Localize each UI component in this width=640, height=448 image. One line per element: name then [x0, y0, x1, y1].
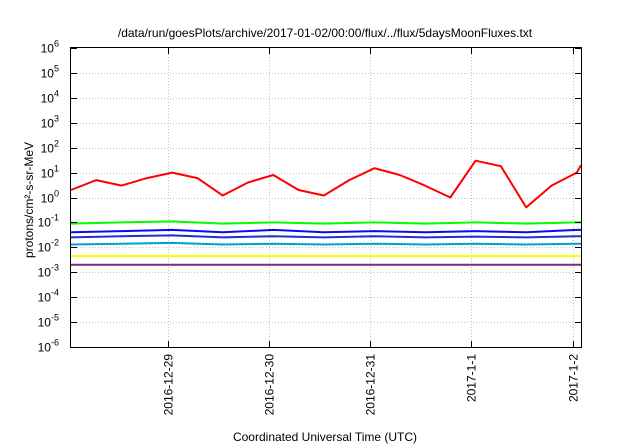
- y-tick-label: 10-5: [38, 313, 59, 330]
- y-axis: 10-6 10-5 10-4 10-3 10-2 10-1 100 101 102 103 104 1…: [38, 39, 581, 355]
- y-tick-label: 105: [41, 64, 59, 81]
- y-axis-label: protons/cm²-s-sr-MeV: [22, 142, 36, 258]
- y-tick-label: 101: [41, 164, 59, 181]
- x-tick-label: 2016-12-30: [263, 354, 277, 416]
- series-line-4: [70, 234, 581, 239]
- x-tick-label: 2016-12-31: [364, 354, 378, 416]
- y-tick-label: 104: [41, 89, 59, 106]
- series-line-3: [70, 228, 581, 234]
- series-line-2: [70, 220, 581, 225]
- x-tick-label: 2017-1-2: [567, 354, 581, 402]
- y-tick-label: 10-2: [38, 238, 59, 255]
- y-tick-label: 100: [41, 189, 59, 206]
- y-tick-label: 103: [41, 114, 59, 131]
- x-tick-label: 2017-1-1: [465, 354, 479, 402]
- y-tick-label: 10-3: [38, 263, 59, 280]
- series-group: [70, 159, 582, 266]
- x-axis: 2016-12-29 2016-12-30 2016-12-31 2017-1-1 20…: [162, 48, 581, 415]
- y-tick-label: 106: [41, 39, 59, 56]
- series-line-1: [70, 159, 582, 209]
- x-axis-label: Coordinated Universal Time (UTC): [233, 430, 417, 444]
- y-tick-label: 10-1: [38, 213, 59, 230]
- x-tick-label: 2016-12-29: [162, 354, 176, 416]
- y-tick-label: 10-6: [38, 338, 59, 355]
- grid: [71, 48, 581, 347]
- chart-title: /data/run/goesPlots/archive/2017-01-02/0…: [118, 26, 533, 40]
- plot-frame: [70, 47, 582, 348]
- y-tick-label: 102: [41, 139, 59, 156]
- y-tick-label: 10-4: [38, 288, 59, 305]
- series-line-5: [70, 241, 581, 246]
